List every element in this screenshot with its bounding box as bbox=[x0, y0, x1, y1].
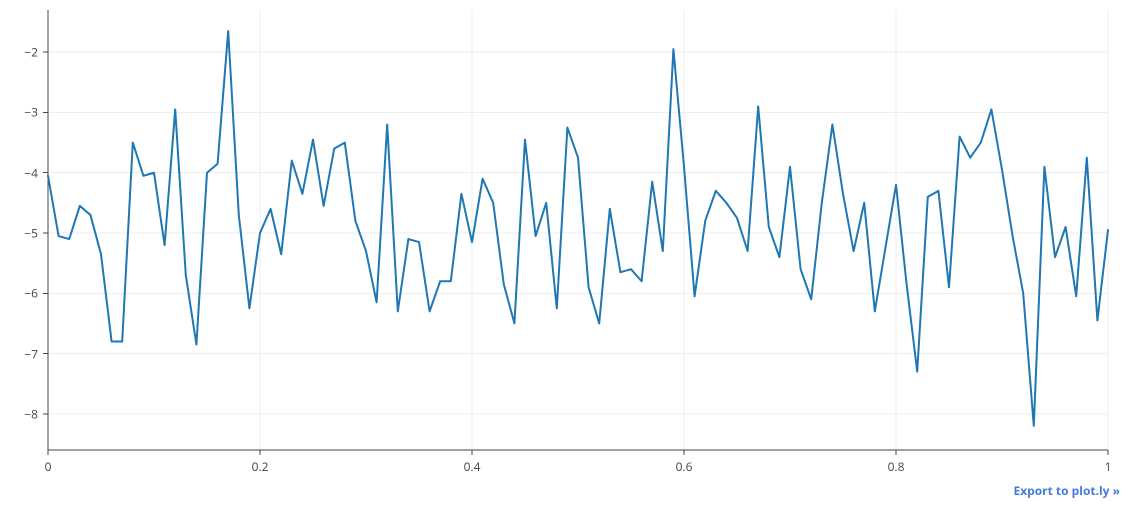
line-chart[interactable] bbox=[0, 0, 1132, 505]
x-tick-label: 0.8 bbox=[888, 458, 905, 475]
x-tick-label: 0.6 bbox=[676, 458, 693, 475]
export-link[interactable]: Export to plot.ly » bbox=[1013, 482, 1120, 499]
y-tick-label: −4 bbox=[0, 164, 38, 181]
chart-container: −8 −7 −6 −5 −4 −3 −2 0 0.2 0.4 0.6 0.8 1 Export to … bbox=[0, 0, 1132, 505]
x-tick-label: 1 bbox=[1105, 458, 1112, 475]
y-tick-label: −7 bbox=[0, 345, 38, 362]
y-tick-label: −5 bbox=[0, 225, 38, 242]
y-tick-label: −2 bbox=[0, 44, 38, 61]
x-tick-label: 0.4 bbox=[464, 458, 481, 475]
x-tick-label: 0 bbox=[45, 458, 52, 475]
y-tick-label: −8 bbox=[0, 405, 38, 422]
series-line bbox=[48, 31, 1108, 426]
y-tick-label: −3 bbox=[0, 104, 38, 121]
x-tick-label: 0.2 bbox=[252, 458, 269, 475]
y-tick-label: −6 bbox=[0, 285, 38, 302]
